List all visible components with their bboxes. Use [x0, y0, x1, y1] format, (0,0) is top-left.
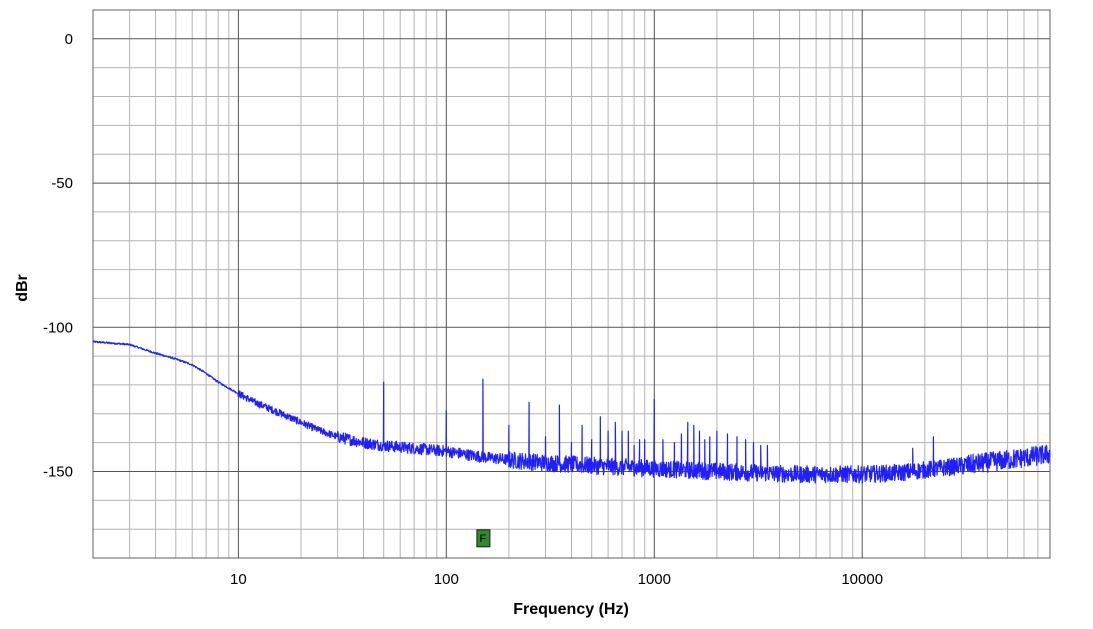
x-tick-label: 10000 — [841, 571, 883, 588]
y-tick-label: 0 — [65, 31, 73, 48]
y-tick-label: -50 — [51, 175, 73, 192]
series-line — [92, 340, 1051, 484]
x-tick-label: 100 — [434, 571, 459, 588]
y-tick-label: -150 — [43, 464, 73, 481]
frequency-marker-box[interactable] — [476, 529, 491, 548]
y-tick-label: -100 — [43, 319, 73, 336]
annotation-layer: F — [476, 529, 491, 548]
plot-border — [92, 9, 1051, 559]
y-tick-labels: 0 -50 -100 -150 — [43, 31, 73, 481]
x-tick-label: 1000 — [638, 571, 671, 588]
x-tick-label: 10 — [230, 571, 247, 588]
y-axis-title: dBr — [14, 274, 31, 302]
frequency-marker-label: F — [480, 533, 487, 545]
series-layer — [92, 340, 1051, 484]
x-axis-title: Frequency (Hz) — [513, 601, 629, 618]
x-tick-labels: 10 100 1000 10000 — [230, 571, 883, 588]
